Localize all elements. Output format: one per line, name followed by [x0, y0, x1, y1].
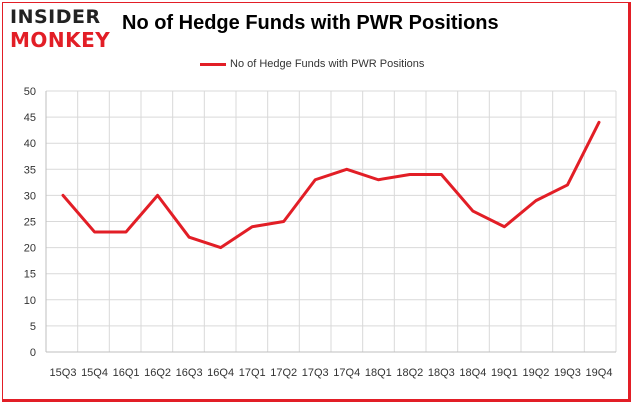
x-tick-label: 17Q1: [239, 367, 266, 379]
y-tick-labels: 0 5 10 15 20 25 30 35 40 45 50: [24, 86, 36, 359]
logo-line-1: INSIDER: [10, 6, 101, 28]
x-tick-label: 15Q4: [81, 367, 108, 379]
axes: [45, 91, 616, 353]
y-tick-label: 50: [24, 86, 36, 98]
y-tick-label: 15: [24, 269, 36, 281]
legend-label: No of Hedge Funds with PWR Positions: [230, 58, 425, 70]
series-line: [61, 120, 601, 250]
y-tick-label: 0: [30, 347, 36, 359]
x-tick-labels: 15Q3 15Q4 16Q1 16Q2 16Q3 16Q4 17Q1 17Q2 17Q3 17Q4…: [50, 367, 613, 379]
x-tick-label: 19Q1: [491, 367, 518, 379]
x-tick-label: 17Q4: [333, 367, 360, 379]
chart-frame: [2, 2, 631, 402]
y-tick-label: 40: [24, 138, 36, 150]
x-tick-label: 16Q4: [207, 367, 234, 379]
series-lines: [61, 120, 601, 250]
gridlines: [45, 90, 617, 353]
x-tick-label: 17Q2: [270, 367, 297, 379]
chart-legend: No of Hedge Funds with PWR Positions: [200, 56, 424, 72]
y-tick-label: 25: [24, 217, 36, 229]
legend-swatch: [200, 62, 226, 66]
y-tick-label: 45: [24, 112, 36, 124]
x-tick-label: 15Q3: [50, 367, 77, 379]
y-tick-label: 5: [30, 321, 36, 333]
x-tick-label: 19Q2: [522, 367, 549, 379]
y-tick-label: 35: [24, 164, 36, 176]
y-tick-label: 30: [24, 190, 36, 202]
y-tick-label: 10: [24, 295, 36, 307]
x-tick-label: 16Q1: [113, 367, 140, 379]
x-tick-label: 17Q3: [302, 367, 329, 379]
x-tick-label: 18Q3: [428, 367, 455, 379]
insider-monkey-logo: INSIDER MONKEY: [10, 6, 118, 54]
x-tick-label: 16Q3: [176, 367, 203, 379]
logo-line-2: MONKEY: [10, 28, 111, 52]
chart-title: No of Hedge Funds with PWR Positions: [122, 12, 499, 34]
x-tick-label: 19Q3: [554, 367, 581, 379]
x-tick-label: 16Q2: [144, 367, 171, 379]
x-tick-label: 18Q4: [459, 367, 486, 379]
x-tick-label: 18Q2: [396, 367, 423, 379]
x-tick-label: 18Q1: [365, 367, 392, 379]
x-tick-label: 19Q4: [586, 367, 613, 379]
y-tick-label: 20: [24, 243, 36, 255]
